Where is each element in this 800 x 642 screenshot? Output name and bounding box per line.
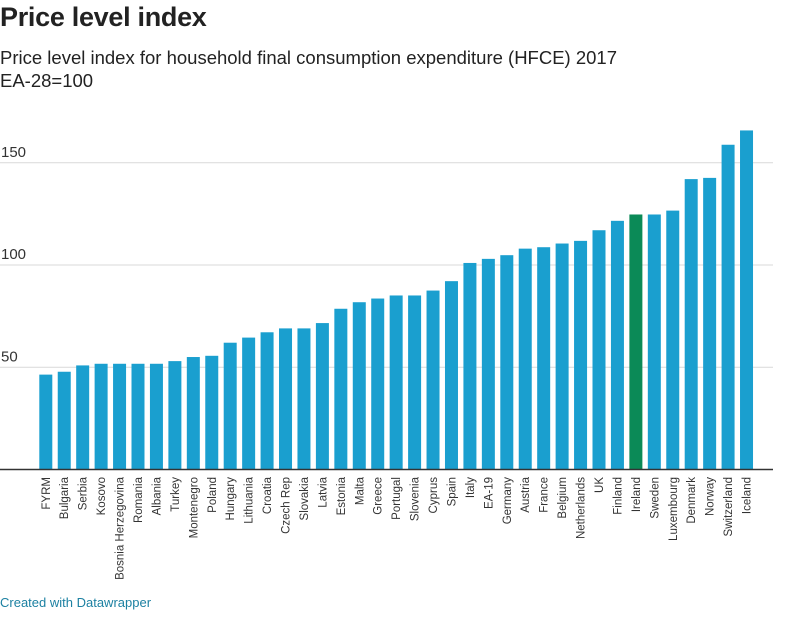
x-tick-label: Ireland	[631, 477, 643, 512]
bar-germany	[500, 255, 514, 470]
x-tick-label: Cyprus	[428, 477, 440, 514]
x-tick-label: Malta	[354, 476, 366, 505]
x-tick-label: Norway	[705, 477, 717, 516]
x-tick-label: Czech Rep	[281, 477, 293, 534]
x-tick-label: France	[539, 477, 551, 513]
bar-bosnia-herzegovina	[113, 363, 127, 470]
bar-norway	[703, 177, 717, 470]
bar-italy	[463, 262, 477, 470]
x-tick-label: Turkey	[170, 477, 182, 512]
x-tick-label: Romania	[133, 476, 145, 523]
bar-france	[537, 247, 551, 470]
bar-kosovo	[94, 363, 108, 470]
bar-uk	[592, 230, 606, 470]
bar-austria	[518, 248, 532, 470]
x-tick-label: EA-19	[483, 477, 495, 509]
chart-subtitle: Price level index for household final co…	[0, 46, 617, 92]
bar-ireland	[629, 214, 643, 470]
x-tick-label: Sweden	[649, 477, 661, 519]
x-tick-label: Slovenia	[410, 476, 422, 521]
bar-chart: 50 100 150 FYRM Bulgaria Serbia Kosovo Bosnia …	[0, 130, 773, 580]
bar-cyprus	[426, 290, 440, 470]
bar-bulgaria	[57, 371, 71, 470]
bar-montenegro	[186, 357, 200, 470]
x-tick-label: Montenegro	[188, 477, 200, 538]
y-tick-label: 50	[1, 348, 18, 365]
x-tick-label: Hungary	[225, 477, 237, 521]
subtitle-line: Price level index for household final co…	[0, 47, 618, 68]
bar-croatia	[260, 332, 274, 470]
bar-finland	[610, 220, 624, 470]
bar-denmark	[684, 179, 698, 470]
bar-portugal	[389, 295, 403, 470]
bar-lithuania	[242, 337, 256, 470]
x-tick-label: Netherlands	[576, 477, 588, 539]
chart-title: Price level index	[0, 2, 207, 32]
x-tick-label: Denmark	[686, 477, 698, 524]
bar-ea-19	[481, 258, 495, 470]
x-tick-label: Germany	[502, 477, 514, 525]
bar-albania	[149, 363, 163, 470]
x-tick-label: Latvia	[317, 476, 329, 507]
x-tick-label: Spain	[446, 477, 458, 506]
bar-fyrm	[39, 374, 53, 470]
x-tick-label: Estonia	[336, 476, 348, 515]
bar-estonia	[334, 308, 348, 470]
x-tick-label: Portugal	[391, 477, 403, 520]
bar-poland	[205, 355, 219, 470]
gridlines: 50 100 150	[0, 144, 773, 368]
x-tick-label: Switzerland	[723, 477, 735, 536]
bar-netherlands	[574, 240, 588, 470]
bar-spain	[444, 281, 458, 470]
x-tick-label: Finland	[612, 477, 624, 515]
bar-greece	[371, 298, 385, 470]
bar-luxembourg	[666, 210, 680, 470]
x-tick-label: Albania	[151, 476, 163, 515]
x-tick-label: Italy	[465, 477, 477, 498]
bar-latvia	[315, 323, 329, 470]
x-tick-label: Austria	[520, 476, 532, 512]
x-tick-label: Luxembourg	[668, 477, 680, 541]
x-tick-label: Poland	[207, 477, 219, 513]
x-tick-label: FYRM	[41, 477, 53, 510]
bar-turkey	[168, 361, 182, 470]
bar-belgium	[555, 243, 569, 470]
bars	[39, 130, 754, 470]
bar-malta	[352, 302, 366, 470]
bar-sweden	[647, 214, 661, 470]
bar-romania	[131, 363, 145, 470]
bar-slovenia	[408, 295, 422, 470]
bar-hungary	[223, 342, 237, 470]
x-tick-label: Slovakia	[299, 476, 311, 520]
x-tick-label: Lithuania	[244, 476, 256, 523]
bar-serbia	[76, 365, 90, 470]
x-tick-label: Serbia	[78, 476, 90, 510]
x-tick-label: Croatia	[262, 476, 274, 514]
x-axis-labels: FYRM Bulgaria Serbia Kosovo Bosnia Herzegovi…	[41, 476, 754, 580]
x-tick-label: Bulgaria	[59, 476, 71, 519]
x-tick-label: Greece	[373, 477, 385, 515]
datawrapper-credit-link[interactable]: Created with Datawrapper	[0, 595, 152, 610]
subtitle-base: EA-28=100	[0, 70, 94, 91]
y-tick-label: 100	[1, 246, 26, 263]
x-tick-label: UK	[594, 477, 606, 493]
y-tick-label: 150	[1, 144, 26, 161]
bar-iceland	[740, 130, 754, 470]
x-tick-label: Iceland	[742, 477, 754, 514]
bar-switzerland	[721, 144, 735, 470]
bar-slovakia	[297, 328, 311, 470]
x-tick-label: Kosovo	[96, 477, 108, 515]
x-tick-label: Belgium	[557, 477, 569, 519]
x-tick-label: Bosnia Herzegovina	[115, 476, 127, 580]
bar-czech-rep	[279, 328, 293, 470]
